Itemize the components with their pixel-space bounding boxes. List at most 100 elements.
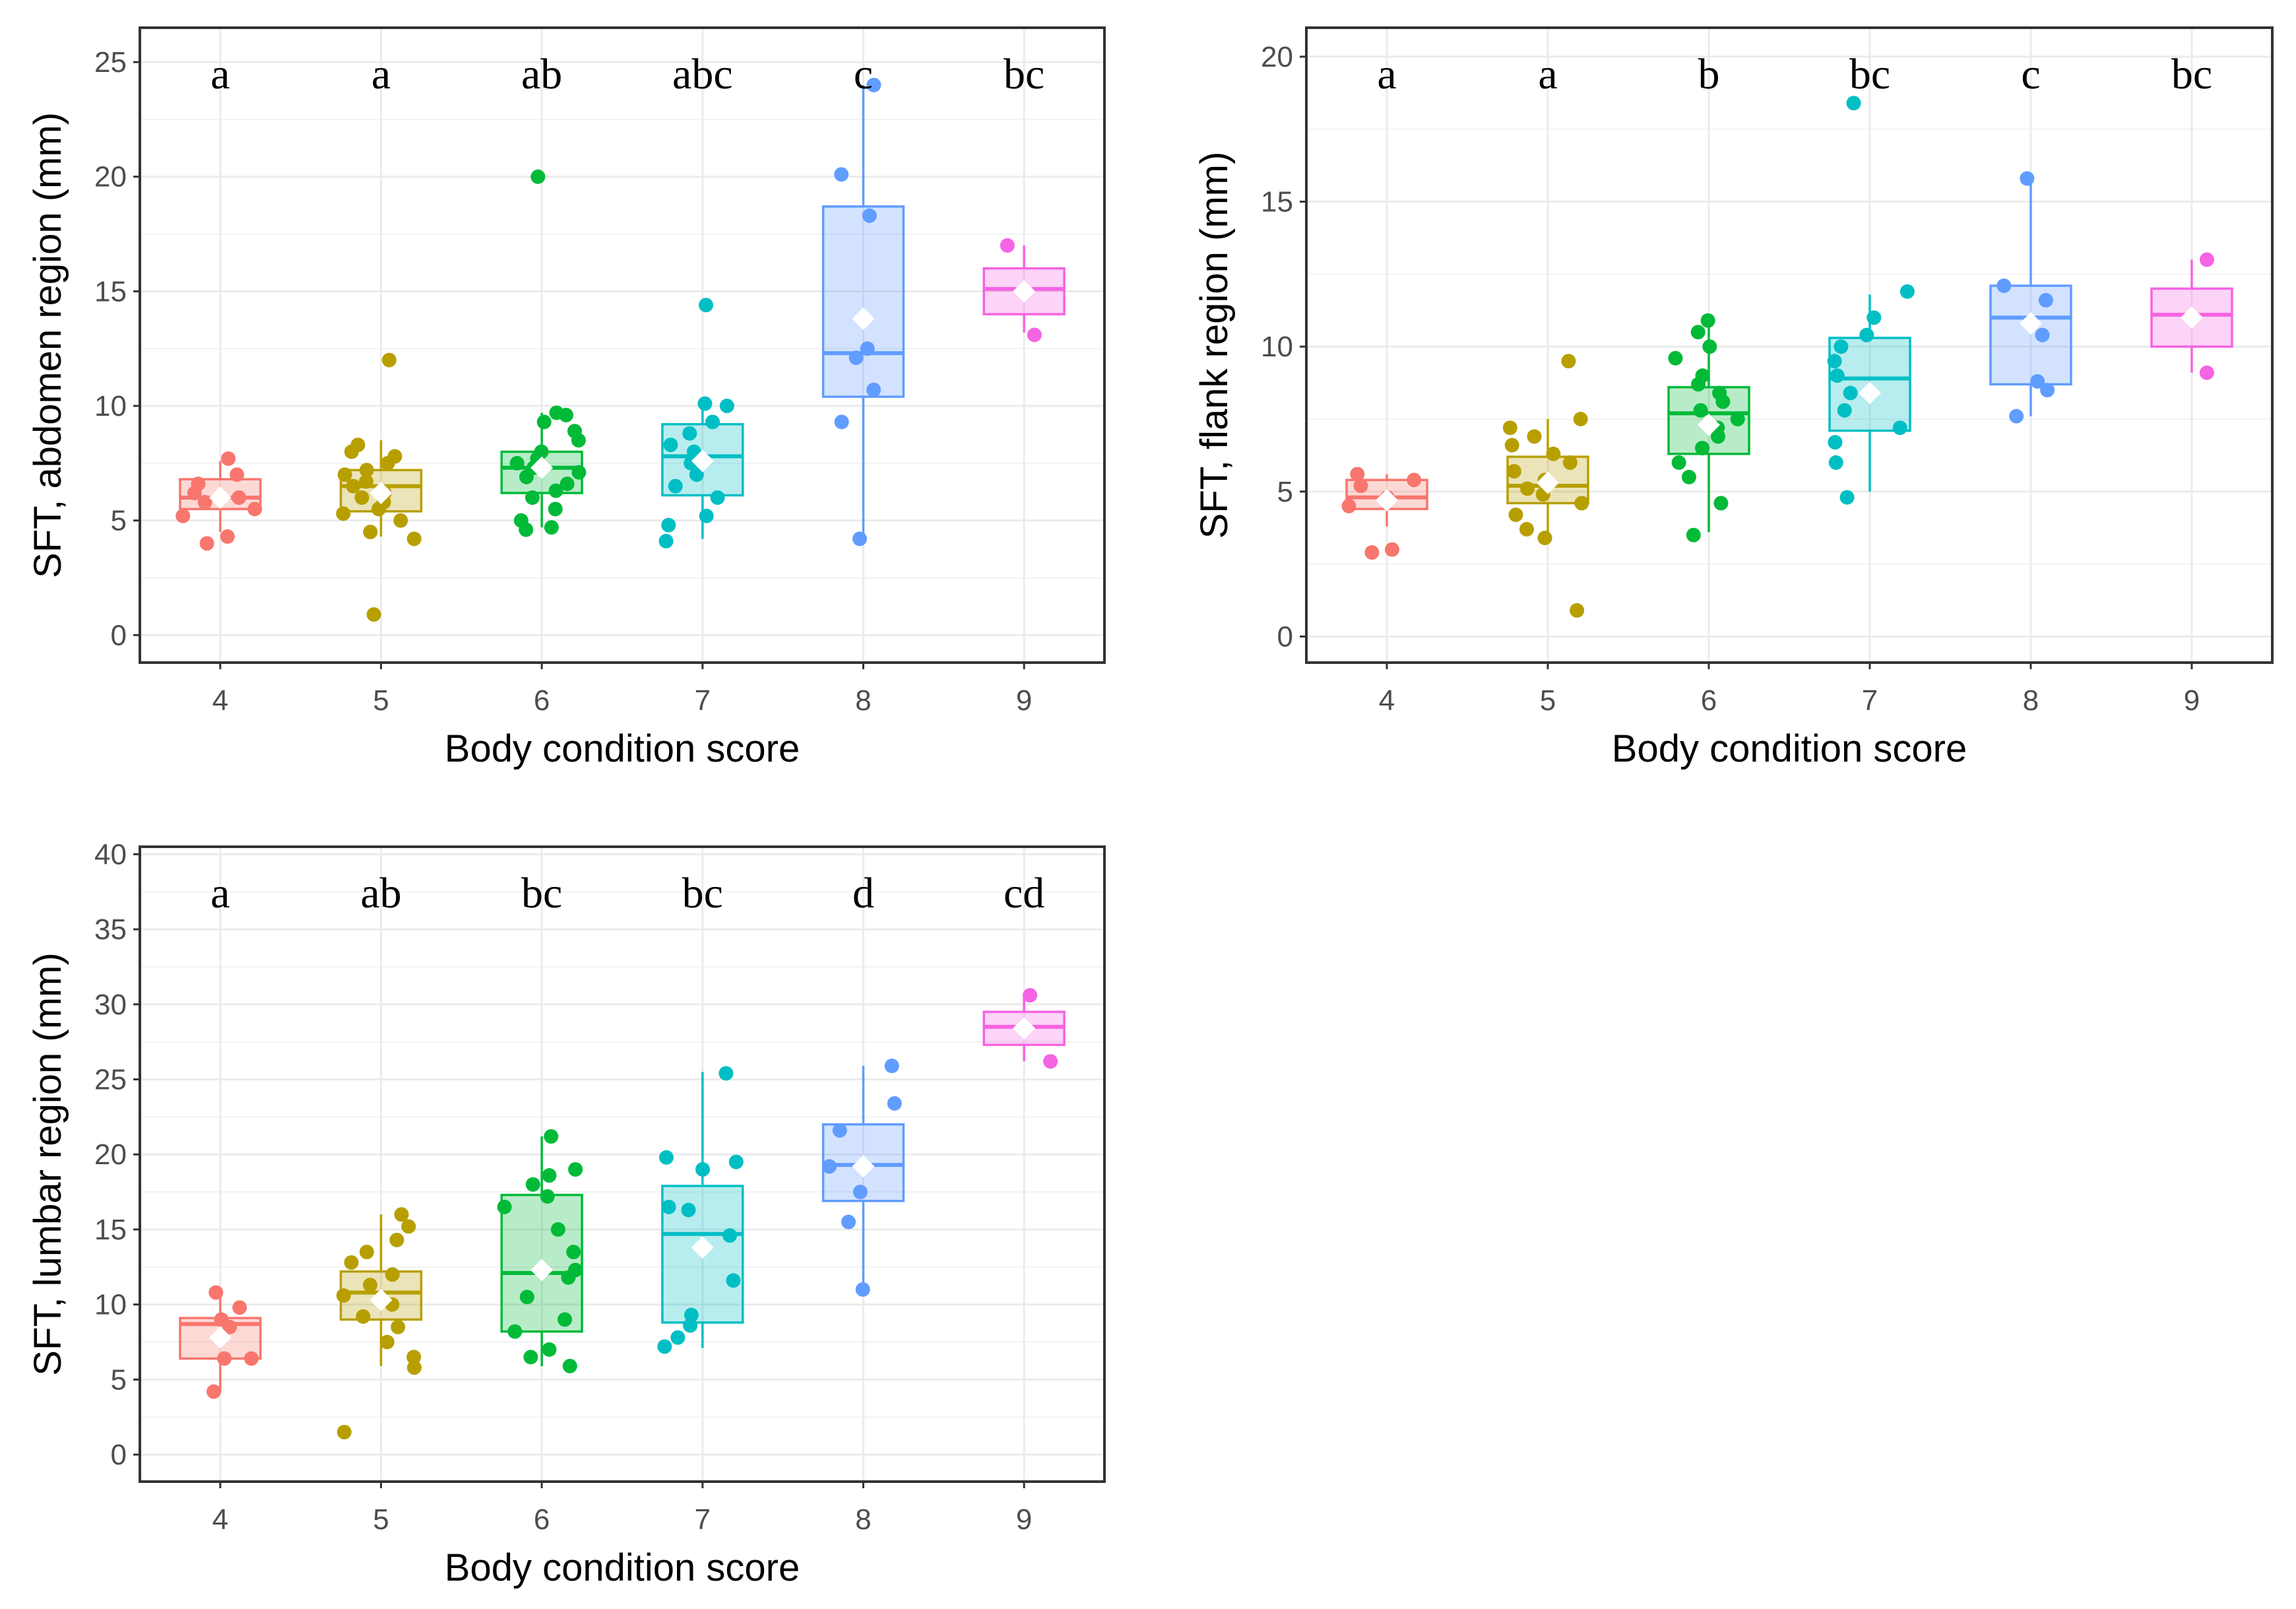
data-point (358, 474, 373, 489)
data-point (391, 1319, 406, 1334)
mean-marker (1859, 381, 1881, 405)
significance-letter: cd (1004, 869, 1044, 917)
significance-letter: a (210, 50, 230, 98)
data-point (1504, 438, 1519, 453)
data-point (855, 1282, 870, 1297)
box (821, 205, 905, 398)
data-point (336, 1288, 351, 1303)
data-point (344, 1255, 359, 1270)
data-point (699, 508, 714, 523)
data-point (663, 438, 678, 453)
data-point (1023, 988, 1038, 1003)
panel-background (140, 28, 1104, 663)
data-point (199, 536, 214, 551)
x-tick-label: 9 (1016, 1503, 1032, 1536)
mean-marker (691, 449, 714, 473)
x-tick-label: 6 (534, 1503, 550, 1536)
mean-marker (208, 486, 232, 509)
data-point (2020, 171, 2035, 186)
data-point (728, 1154, 744, 1169)
data-point (1520, 481, 1535, 496)
data-point (540, 1189, 555, 1204)
x-axis-title: Body condition score (445, 1546, 800, 1589)
group-9: 9 bc (982, 50, 1066, 717)
mean-marker (2020, 312, 2042, 335)
data-point (336, 506, 351, 521)
data-point (1027, 327, 1042, 343)
x-tick-label: 8 (855, 1503, 871, 1536)
data-point (519, 1290, 534, 1305)
data-point (1502, 420, 1517, 436)
mean-marker (1376, 489, 1398, 512)
data-point (379, 1334, 395, 1350)
data-point (1668, 350, 1683, 366)
data-point (2199, 252, 2214, 267)
mean-marker (369, 1288, 393, 1311)
data-point (562, 1358, 577, 1373)
y-tick-label: 20 (94, 1138, 127, 1171)
group-4: 4a (1341, 50, 1428, 717)
data-point (1828, 455, 1843, 470)
data-point (523, 1350, 538, 1365)
significance-letter: b (1698, 50, 1720, 98)
data-point (1574, 496, 1589, 511)
y-tick-label: 35 (94, 913, 127, 946)
data-point (363, 1278, 378, 1293)
data-point (695, 1162, 711, 1177)
y-tick-label: 20 (94, 161, 127, 193)
data-point (1996, 278, 2012, 293)
data-point (1859, 327, 1874, 343)
data-point (567, 424, 583, 439)
y-tick-label: 5 (1277, 476, 1293, 508)
data-point (1846, 96, 1861, 111)
data-point (1506, 464, 1521, 479)
y-tick-label: 10 (94, 1289, 127, 1321)
data-point (682, 426, 697, 441)
data-point (336, 1424, 352, 1439)
mean-marker (1698, 413, 1720, 436)
data-point (394, 1207, 409, 1222)
data-point (346, 478, 361, 494)
significance-letter: c (854, 50, 873, 98)
y-tick-label: 0 (111, 1439, 127, 1471)
group-4: 4a (179, 869, 262, 1536)
x-tick-label: 5 (373, 684, 389, 717)
group-9: 9 cd (982, 869, 1066, 1536)
data-point (230, 467, 245, 482)
data-point (1830, 368, 1845, 383)
data-point (534, 444, 549, 459)
panel-border (139, 26, 1106, 664)
data-point (509, 455, 525, 471)
data-point (1561, 354, 1576, 369)
data-point (542, 1168, 557, 1183)
y-tick-label: 10 (94, 390, 127, 422)
mean-marker (530, 1259, 554, 1282)
x-tick-label: 8 (2023, 684, 2039, 717)
data-point (359, 1245, 374, 1260)
significance-letter: bc (1004, 50, 1044, 98)
x-tick-label: 4 (212, 684, 228, 717)
data-point (389, 1232, 404, 1247)
data-point (497, 1199, 512, 1214)
x-tick-label: 7 (695, 684, 711, 717)
data-point (1712, 385, 1727, 401)
data-point (536, 414, 552, 430)
data-point (658, 1150, 674, 1165)
group-9: 9 bc (2150, 50, 2233, 717)
data-point (385, 1267, 400, 1282)
data-point (822, 1159, 837, 1174)
data-point (841, 1214, 856, 1230)
data-point (1353, 478, 1368, 494)
panel-background (1306, 28, 2272, 663)
panel-border (139, 845, 1106, 1483)
data-point (719, 399, 734, 414)
group-4: 4a (175, 50, 263, 717)
data-point (525, 1177, 540, 1192)
data-point (208, 1285, 224, 1300)
mean-marker (530, 456, 554, 479)
group-5: 5a (336, 50, 423, 717)
data-point (354, 490, 369, 505)
data-point (175, 508, 191, 523)
data-point (683, 1318, 698, 1333)
x-tick-label: 8 (855, 684, 871, 717)
